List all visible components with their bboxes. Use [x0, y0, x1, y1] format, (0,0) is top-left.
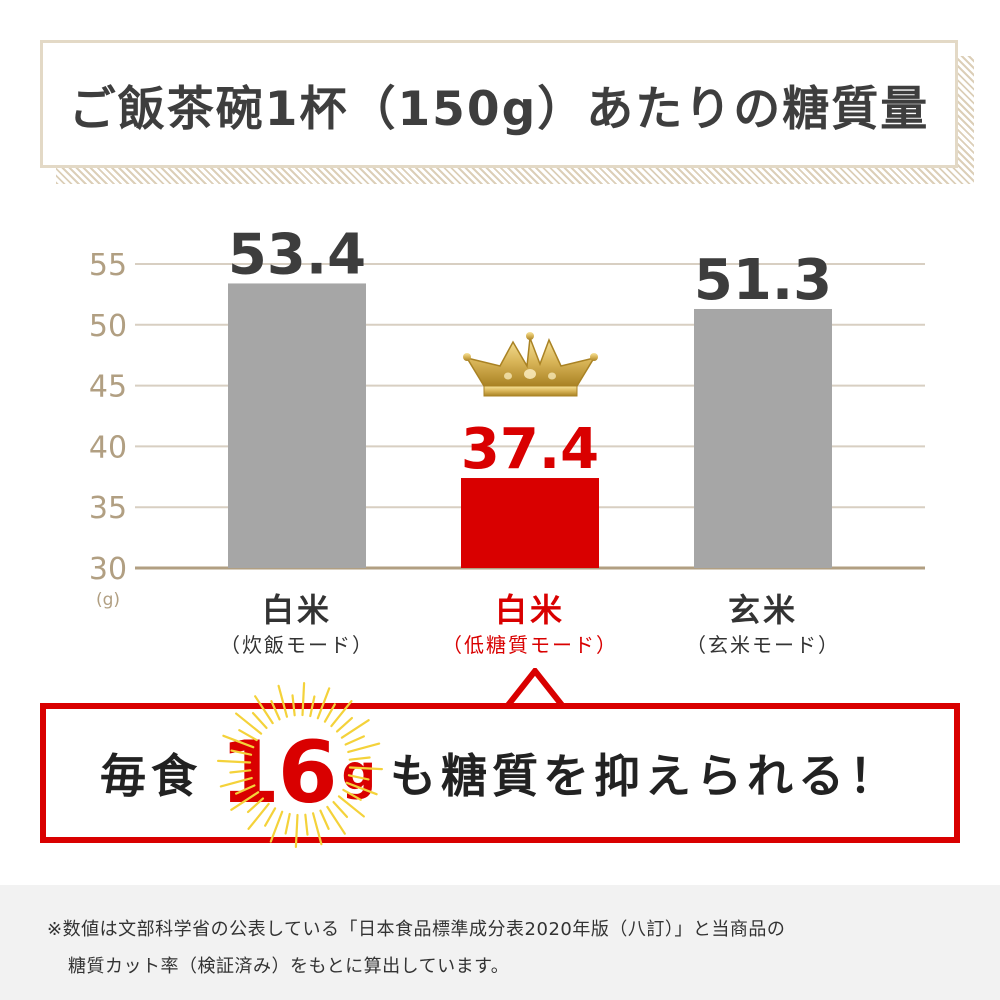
data-label: 37.4: [461, 417, 599, 482]
y-tick-label: 50: [89, 309, 127, 344]
y-unit-label: (g): [96, 590, 120, 610]
y-tick-label: 40: [89, 430, 127, 465]
y-tick-label: 45: [89, 370, 127, 405]
category-name: 白米: [261, 591, 332, 629]
category-label-3: 玄米 （玄米モード）: [643, 590, 883, 660]
callout-pointer: [505, 668, 565, 709]
footnote: ※数値は文部科学省の公表している「日本食品標準成分表2020年版（八訂）」と当商…: [0, 885, 1000, 1000]
bar-chart: 30 35 40 45 50 55 53.4 37.4 51.3 (g): [89, 222, 925, 610]
y-tick-label: 55: [89, 248, 127, 283]
y-tick-label: 35: [89, 491, 127, 526]
footnote-line-2: 糖質カット率（検証済み）をもとに算出しています。: [68, 956, 510, 977]
category-subtitle: （炊飯モード）: [220, 633, 374, 657]
category-label-1: 白米 （炊飯モード）: [177, 590, 417, 660]
data-label: 51.3: [694, 248, 832, 313]
sunburst-icon: [217, 682, 383, 848]
callout-suffix: も糖質を抑えられる！: [390, 749, 901, 803]
footnote-line-1: ※数値は文部科学省の公表している「日本食品標準成分表2020年版（八訂）」と当商…: [47, 919, 786, 940]
callout-number: 16: [219, 723, 338, 823]
callout-text: 毎食 16 g も糖質を抑えられる！: [46, 709, 954, 837]
bar: [228, 283, 366, 568]
title-box: ご飯茶碗1杯（150g）あたりの糖質量: [40, 40, 958, 168]
category-name: 玄米: [727, 591, 798, 629]
data-label: 53.4: [228, 222, 366, 287]
chart-title: ご飯茶碗1杯（150g）あたりの糖質量: [68, 81, 930, 137]
category-subtitle: （玄米モード）: [686, 633, 840, 657]
crown-icon: [463, 332, 598, 397]
y-tick-label: 30: [89, 552, 127, 587]
callout-prefix: 毎食: [99, 749, 202, 803]
bar: [694, 308, 832, 568]
category-subtitle: （低糖質モード）: [442, 633, 618, 657]
category-label-2: 白米 （低糖質モード）: [410, 590, 650, 660]
category-name: 白米: [494, 591, 565, 629]
bar: [461, 478, 599, 568]
callout-box: 毎食 16 g も糖質を抑えられる！: [40, 703, 960, 843]
